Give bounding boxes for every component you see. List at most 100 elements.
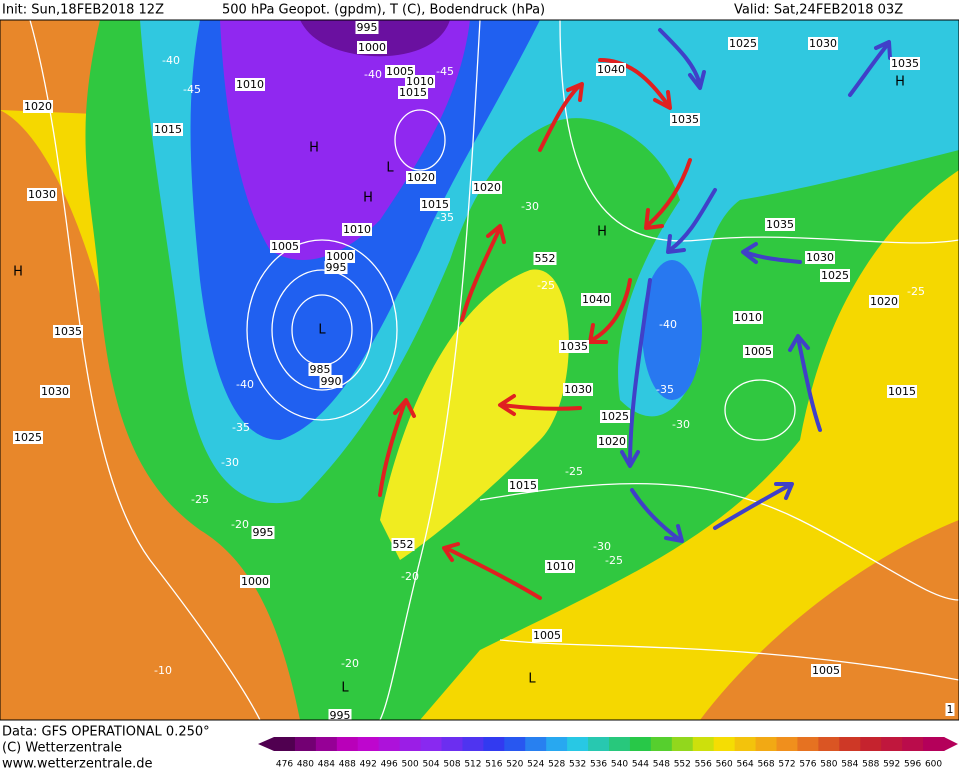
dark-purple-region xyxy=(300,20,450,57)
isobar-label: 1010 xyxy=(734,311,762,324)
temperature-label: -25 xyxy=(191,493,209,506)
colorbar-label: 568 xyxy=(757,760,774,770)
colorbar: 476 480 484 488 492 496 500 504 508 512 516 520 524 5… xyxy=(258,737,958,770)
temperature-label: -35 xyxy=(656,383,674,396)
colorbar-label: 552 xyxy=(674,760,691,770)
isobar-label-box xyxy=(472,181,502,194)
isobar-label: 1035 xyxy=(560,340,588,353)
isobar-label: 995 xyxy=(253,526,274,539)
colorbar-swatch xyxy=(609,737,631,751)
isobar-label-box xyxy=(508,479,538,492)
isobar-label: 1005 xyxy=(812,664,840,677)
isobar-label: 1035 xyxy=(766,218,794,231)
blue-arrow xyxy=(788,334,822,432)
colorbar-label: 560 xyxy=(716,760,733,770)
colorbar-label: 520 xyxy=(506,760,523,770)
colorbar-label: 588 xyxy=(862,760,879,770)
isobar xyxy=(559,19,959,244)
colorbar-label: 492 xyxy=(360,760,377,770)
colorbar-swatch xyxy=(650,737,673,751)
colorbar-swatch xyxy=(336,737,359,751)
isobar-label: 1005 xyxy=(533,629,561,642)
isobar-label-box xyxy=(342,223,372,236)
isobar-label-box xyxy=(670,113,700,126)
isobar-label-box xyxy=(581,293,611,306)
colorbar-swatch xyxy=(713,737,736,751)
isobar-label: 1030 xyxy=(564,383,592,396)
isobar-label: 1040 xyxy=(582,293,610,306)
colorbar-label: 592 xyxy=(883,760,900,770)
isobar-label-box xyxy=(805,251,835,264)
isobar-label-box xyxy=(23,100,53,113)
temperature-label: -40 xyxy=(162,54,180,67)
colorbar-label: 500 xyxy=(402,760,419,770)
temperature-label: -20 xyxy=(341,657,359,670)
temperature-label: -25 xyxy=(605,554,623,567)
colorbar-swatch xyxy=(692,737,715,751)
isobar-label-box xyxy=(325,250,355,263)
isobar-label-box xyxy=(420,198,450,211)
isobar-label-box xyxy=(235,78,265,91)
colorbar-swatch xyxy=(378,737,401,751)
thickness-label: 552 xyxy=(535,252,556,265)
isobar-label-box xyxy=(820,269,850,282)
isobar-label: 1010 xyxy=(236,78,264,91)
copyright: (C) Wetterzentrale xyxy=(2,741,122,756)
colorbar-swatch xyxy=(420,737,442,751)
ridge-region xyxy=(380,269,569,560)
isobar-label-box xyxy=(385,65,415,78)
isobar-label: 1030 xyxy=(41,385,69,398)
isobar-label-box xyxy=(600,410,630,423)
isobar-label: 1025 xyxy=(601,410,629,423)
pressure-center: H xyxy=(597,225,607,240)
isobar-label-box xyxy=(355,21,379,34)
isobar-label-box xyxy=(40,385,70,398)
isobar-label: 1005 xyxy=(386,65,414,78)
colorbar-label: 540 xyxy=(611,760,628,770)
valid-time: Valid: Sat,24FEB2018 03Z xyxy=(734,3,903,18)
isobar-label: 1000 xyxy=(358,41,386,54)
colorbar-label: 496 xyxy=(381,760,398,770)
colorbar-label: 596 xyxy=(904,760,921,770)
blue-arrow xyxy=(848,40,892,97)
pressure-center: L xyxy=(341,681,349,696)
temperature-label: -20 xyxy=(401,570,419,583)
colorbar-swatch xyxy=(671,737,694,751)
temperature-label: -10 xyxy=(154,664,172,677)
isobar-label-box xyxy=(887,385,917,398)
isobar-label: 1035 xyxy=(891,57,919,70)
isobar-label: 1005 xyxy=(271,240,299,253)
isobar-label: 1015 xyxy=(509,479,537,492)
isobar-label: 1000 xyxy=(241,575,269,588)
isobar-label-box xyxy=(406,171,436,184)
temperature-label: -20 xyxy=(231,518,249,531)
thickness-label-box xyxy=(533,252,557,265)
colorbar-swatch xyxy=(902,737,924,751)
isobar-label-box xyxy=(733,311,763,324)
pressure-center: H xyxy=(13,265,23,280)
isobar-label-box xyxy=(308,363,332,376)
isobar-label-box xyxy=(53,325,83,338)
colorbar-label: 536 xyxy=(590,760,607,770)
temperature-label: -30 xyxy=(593,540,611,553)
colorbar-label: 516 xyxy=(485,760,502,770)
temperature-label: -45 xyxy=(436,65,454,78)
isobar-label-box xyxy=(728,37,758,50)
frame-number-box xyxy=(945,703,955,716)
red-arrow xyxy=(442,542,542,600)
isobar xyxy=(29,19,261,721)
website: www.wetterzentrale.de xyxy=(2,757,152,771)
isobar xyxy=(379,19,481,721)
colorbar-swatch xyxy=(441,737,463,751)
blue-arrow xyxy=(658,28,706,90)
isobar-label-box xyxy=(13,431,43,444)
colorbar-swatch xyxy=(357,737,380,751)
colorbar-label: 532 xyxy=(569,760,586,770)
temperature-label: -30 xyxy=(672,418,690,431)
pressure-center: L xyxy=(318,323,326,338)
colorbar-label: 544 xyxy=(632,760,649,770)
isobar-label-box xyxy=(153,123,183,136)
isobar-label: 1030 xyxy=(809,37,837,50)
